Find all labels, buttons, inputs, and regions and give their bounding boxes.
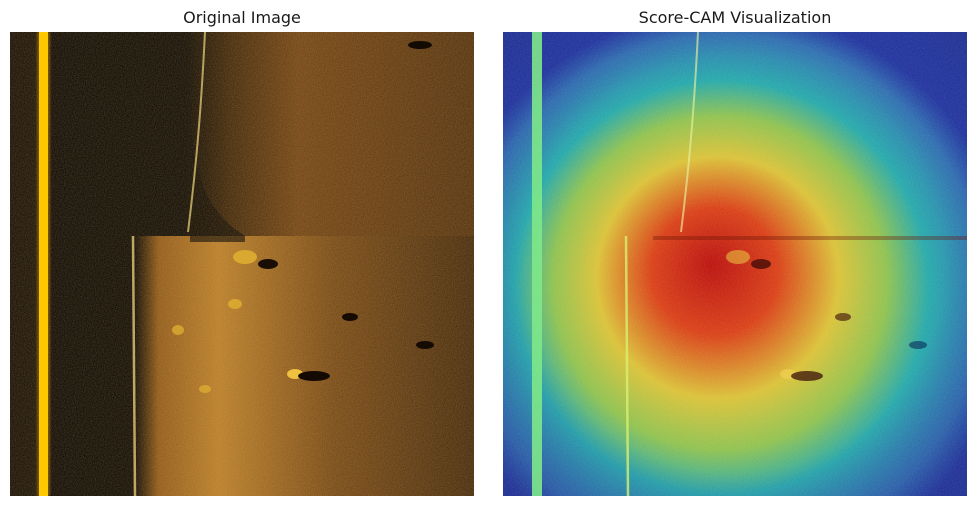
- original-image-frame: [10, 32, 474, 496]
- original-sonar-image: [10, 32, 474, 496]
- score-cam-title: Score-CAM Visualization: [638, 8, 832, 27]
- original-image-panel: Original Image: [10, 0, 474, 506]
- score-cam-panel: Score-CAM Visualization: [503, 0, 967, 506]
- original-image-title: Original Image: [183, 8, 301, 27]
- score-cam-heatmap-image: [503, 32, 967, 496]
- score-cam-frame: [503, 32, 967, 496]
